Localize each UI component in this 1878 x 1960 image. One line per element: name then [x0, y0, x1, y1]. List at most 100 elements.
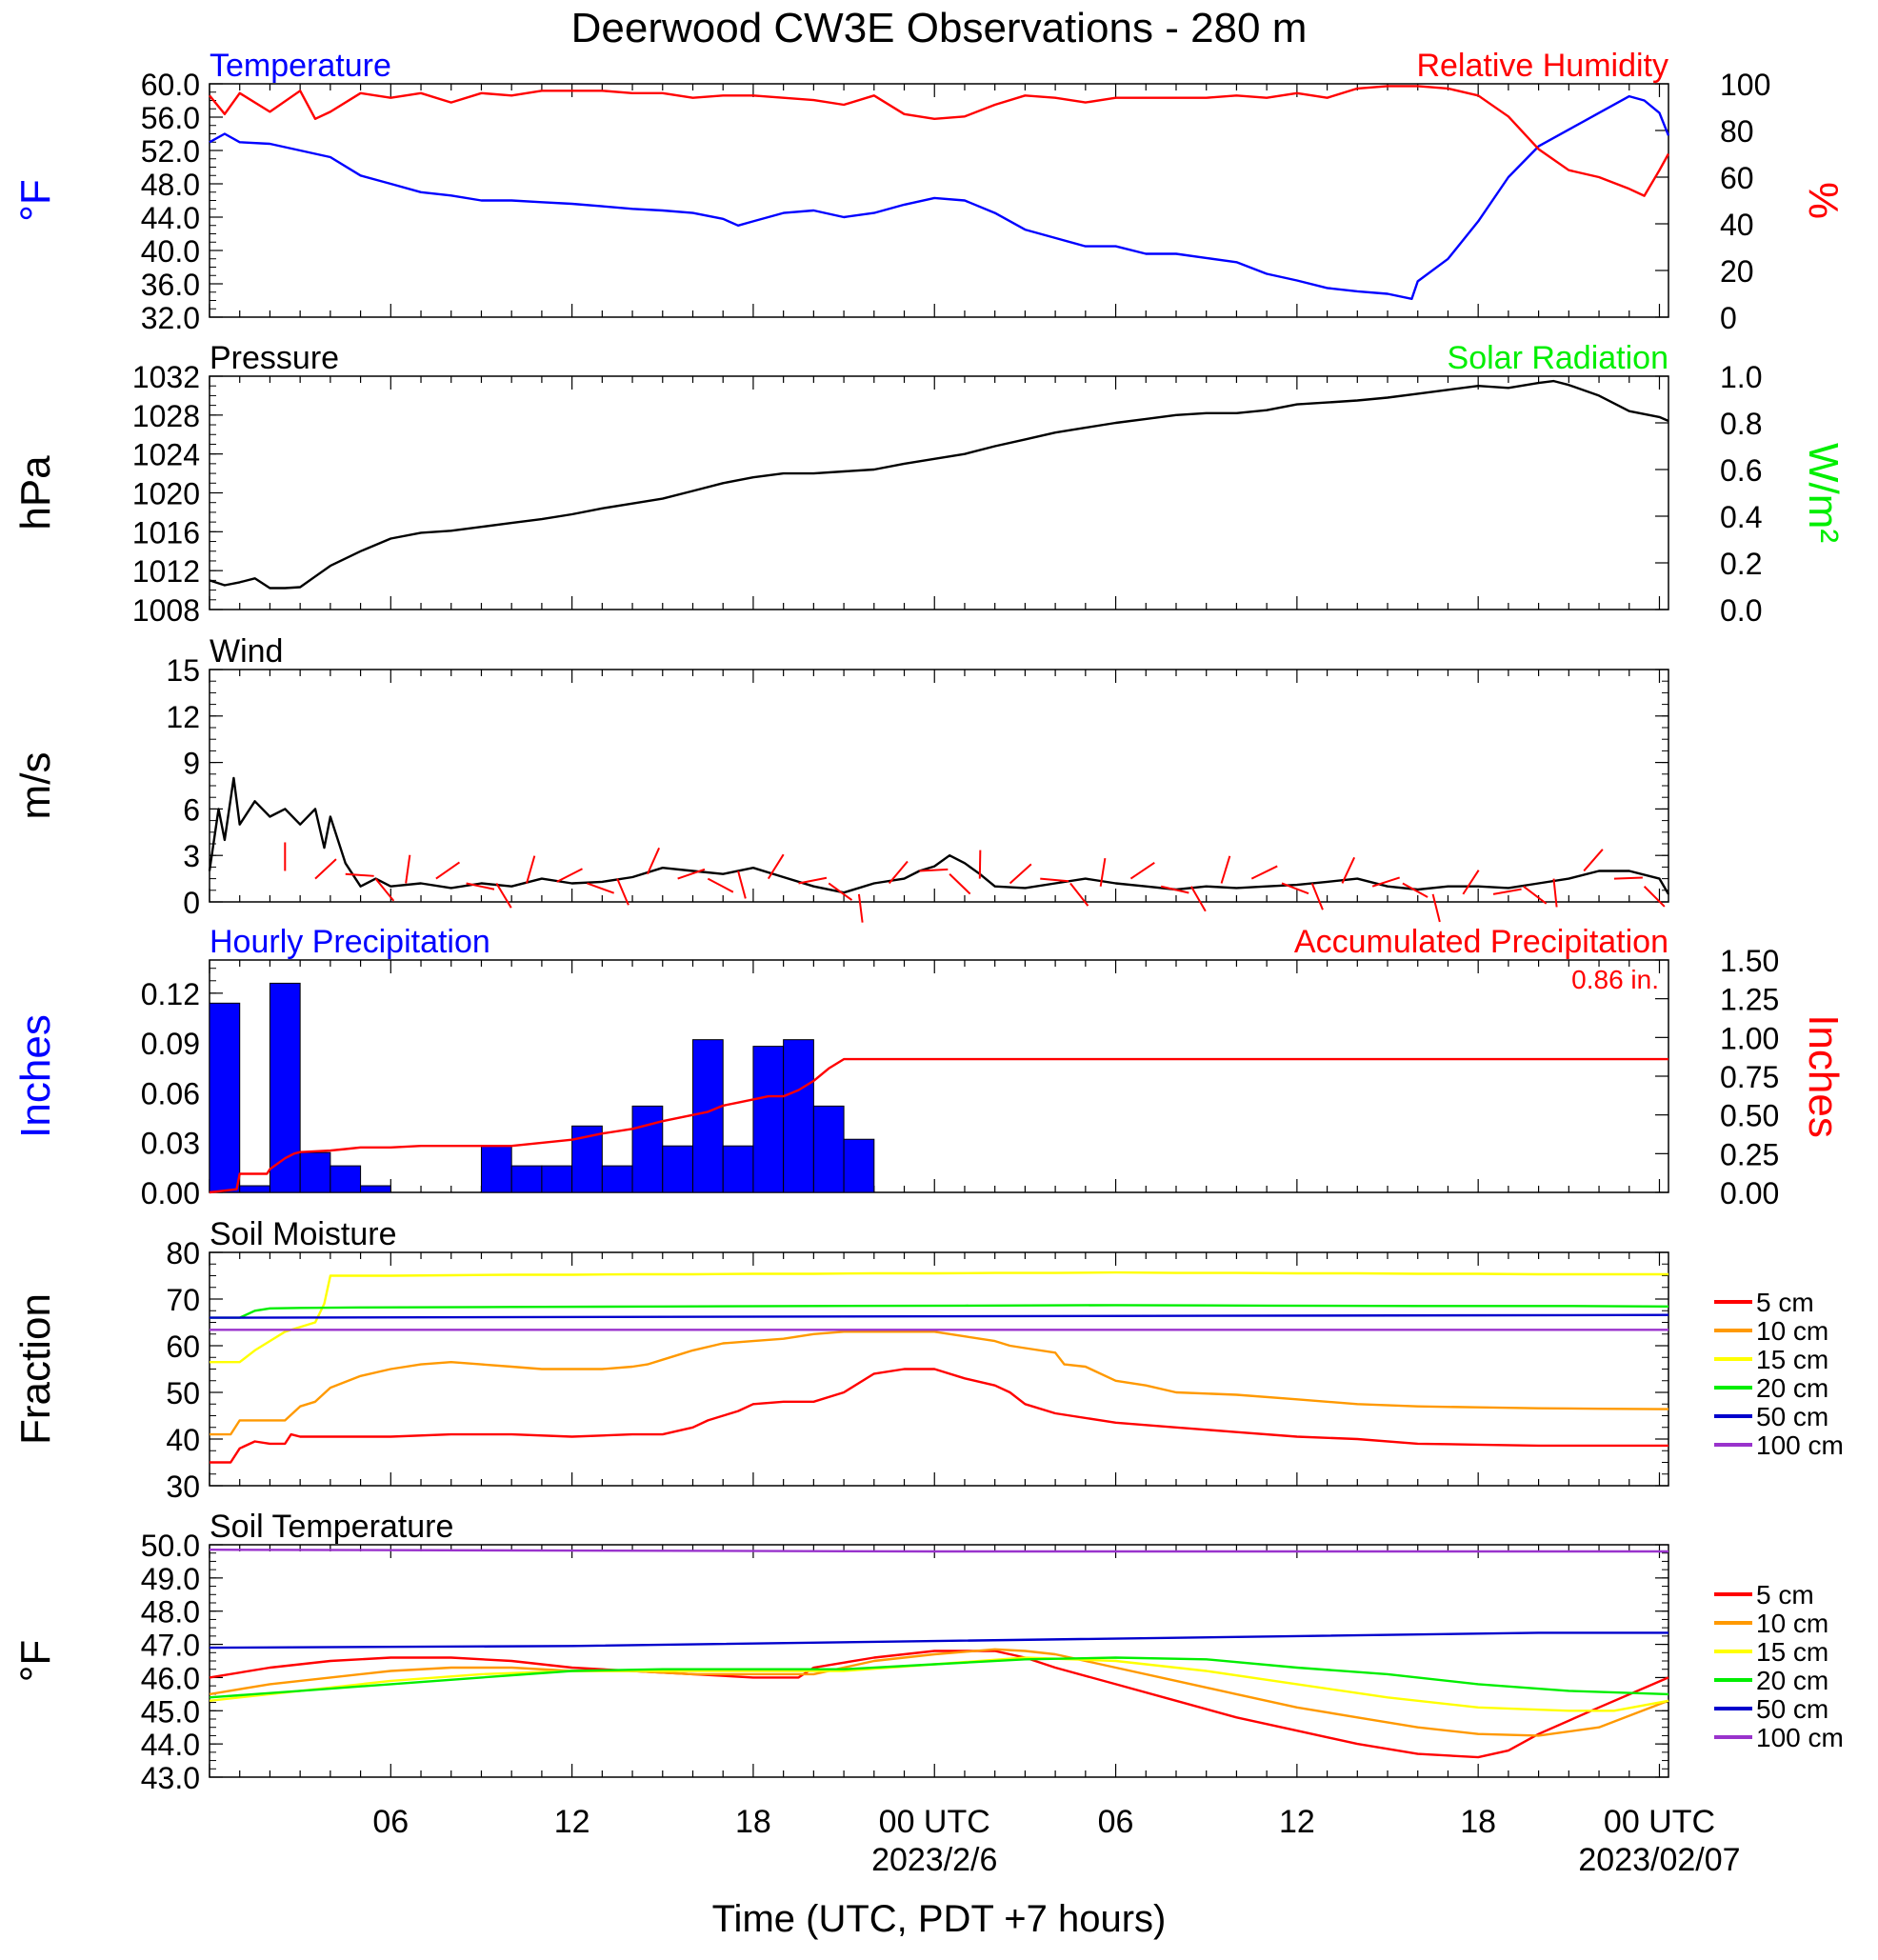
- wind-barb: [737, 870, 747, 899]
- x-tick-label: 12: [554, 1804, 590, 1840]
- series-line-accumulated-precipitation: [209, 1057, 1668, 1194]
- y-tick-label: 1008: [132, 593, 200, 628]
- wind-barb: [1099, 857, 1107, 887]
- panel-wind: 15 12 9 6 3 0 Wind m/s: [12, 633, 1670, 923]
- series-line-relative-humidity: [209, 85, 1670, 197]
- precip-bar: [783, 1039, 814, 1193]
- y-right-tick-label: 1.50: [1720, 944, 1779, 978]
- y-right-tick-label: 0.0: [1720, 593, 1762, 628]
- wind-barb: [978, 850, 982, 879]
- y-tick-label: 44.0: [141, 201, 200, 235]
- y-axis-label-left: m/s: [12, 752, 59, 820]
- series-line-temperature: [209, 94, 1670, 300]
- series-line-15-cm: [210, 1270, 1668, 1364]
- y-right-tick-label: 0.00: [1720, 1176, 1779, 1210]
- wind-barb: [556, 868, 583, 883]
- series-line-pressure: [209, 379, 1669, 590]
- panel-title-right: Solar Radiation: [1448, 340, 1668, 376]
- y-tick-label: 1032: [132, 360, 200, 394]
- wind-barb: [1552, 878, 1558, 908]
- y-right-tick-label: 0.50: [1720, 1099, 1779, 1133]
- y-tick-label: 45.0: [141, 1694, 200, 1729]
- wind-barb: [1431, 893, 1441, 923]
- y-tick-label: 9: [183, 747, 200, 781]
- wind-barb: [616, 878, 629, 906]
- panel-title-left: Soil Moisture: [210, 1216, 397, 1252]
- precip-bar: [601, 1165, 633, 1193]
- precip-bar: [722, 1145, 754, 1193]
- x-tick-label: 18: [735, 1804, 771, 1840]
- y-tick-label: 0.00: [141, 1176, 200, 1210]
- y-tick-label: 48.0: [141, 168, 200, 202]
- y-axis-label-left: Fraction: [12, 1293, 59, 1445]
- y-tick-label: 52.0: [141, 134, 200, 169]
- wind-barb: [767, 853, 785, 880]
- y-right-tick-label: 0.25: [1720, 1137, 1779, 1171]
- precip-bar: [480, 1145, 512, 1193]
- precip-bar: [541, 1165, 573, 1193]
- panel-soil_moisture: 80 70 60 50 40 30 Soil Moisture Fraction 5 cm10 …: [12, 1216, 1844, 1504]
- y-tick-label: 0.12: [141, 977, 200, 1011]
- y-tick-label: 15: [166, 653, 200, 688]
- x-date-label: 2023/2/6: [871, 1842, 997, 1878]
- y-axis-label-left: Inches: [12, 1014, 59, 1138]
- panel-title-left: Temperature: [210, 48, 391, 84]
- wind-barb: [495, 882, 512, 909]
- y-tick-label: 1016: [132, 515, 200, 550]
- legend-label: 20 cm: [1756, 1666, 1828, 1695]
- y-tick-label: 56.0: [141, 101, 200, 135]
- precip-bar: [360, 1185, 391, 1193]
- x-tick-label: 00 UTC: [879, 1804, 990, 1840]
- wind-barb: [857, 893, 864, 923]
- y-right-tick-label: 0.6: [1720, 453, 1762, 488]
- legend-label: 5 cm: [1756, 1288, 1814, 1317]
- series-line-5-cm: [210, 1368, 1668, 1464]
- wind-barb: [677, 868, 706, 880]
- y-right-tick-label: 80: [1720, 114, 1754, 149]
- y-tick-label: 0.03: [141, 1127, 200, 1161]
- wind-barb: [1160, 885, 1189, 894]
- panel-pressure: 1032 1028 1024 1020 1016 1012 1008 1.0 0.8 0.6 0.4…: [12, 340, 1847, 628]
- y-tick-label: 43.0: [141, 1761, 200, 1795]
- wind-barb: [1371, 876, 1401, 888]
- precip-bar: [691, 1039, 724, 1193]
- y-right-tick-label: 1.25: [1720, 983, 1779, 1017]
- y-tick-label: 46.0: [141, 1661, 200, 1695]
- series-line-50-cm: [209, 1313, 1669, 1319]
- panel-frame: [209, 1544, 1669, 1778]
- y-axis-label-left: °F: [12, 1640, 59, 1682]
- precip-bar: [239, 1185, 270, 1193]
- panel-frame: [209, 959, 1669, 1193]
- series-line-10-cm: [209, 1648, 1669, 1737]
- wind-barb: [1462, 870, 1480, 895]
- precip-bar: [510, 1165, 543, 1193]
- wind-barb: [526, 855, 536, 884]
- wind-barb: [1310, 883, 1324, 910]
- wind-barb: [405, 854, 411, 884]
- panel-frame: [209, 375, 1669, 610]
- y-tick-label: 1024: [132, 438, 200, 472]
- panel-frame: [209, 1251, 1669, 1487]
- y-tick-label: 60: [166, 1330, 200, 1364]
- wind-barb: [1402, 882, 1428, 898]
- y-right-tick-label: 0.4: [1720, 500, 1762, 534]
- y-tick-label: 80: [166, 1236, 200, 1270]
- series-line-20-cm: [209, 1656, 1669, 1699]
- legend-label: 10 cm: [1756, 1316, 1828, 1346]
- wind-barb: [374, 877, 395, 902]
- y-right-tick-label: 100: [1720, 68, 1770, 102]
- precip-bar: [631, 1105, 664, 1193]
- x-tick-label: 00 UTC: [1604, 1804, 1715, 1840]
- series-line-50-cm: [209, 1631, 1668, 1650]
- precip-bar: [662, 1145, 693, 1193]
- legend-label: 50 cm: [1756, 1694, 1828, 1724]
- y-tick-label: 50.0: [141, 1529, 200, 1563]
- y-right-tick-label: 1.0: [1720, 360, 1762, 394]
- panel-title-left: Soil Temperature: [210, 1509, 453, 1545]
- wind-barb: [1583, 849, 1604, 872]
- legend-label: 50 cm: [1756, 1402, 1828, 1431]
- wind-barb: [949, 873, 971, 895]
- x-date-label: 2023/02/07: [1578, 1842, 1740, 1878]
- wind-barb: [314, 858, 337, 880]
